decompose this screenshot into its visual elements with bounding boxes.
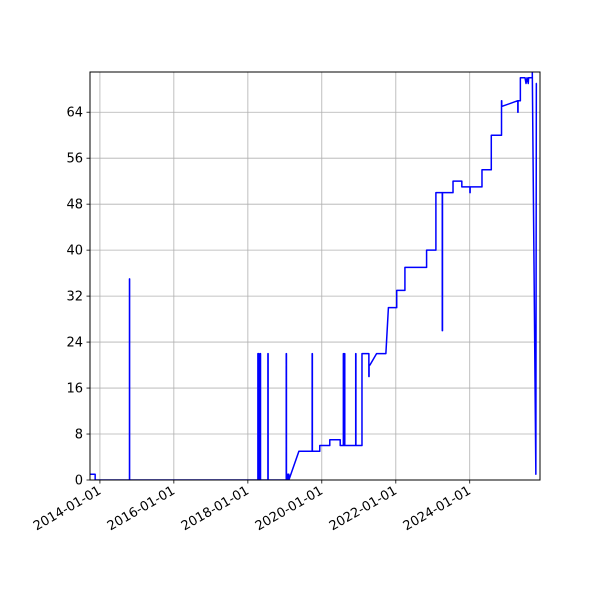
y-tick-label: 56 (66, 152, 83, 167)
series-layer (90, 72, 538, 480)
y-tick-label: 48 (66, 198, 83, 213)
plot-frame (89, 71, 541, 481)
y-tick-label: 16 (66, 382, 83, 397)
grid (90, 72, 540, 481)
series-line-0 (90, 72, 538, 480)
y-tick-label: 8 (75, 428, 83, 443)
y-tick-label: 32 (66, 290, 83, 305)
y-tick-label: 64 (66, 106, 83, 121)
y-tick-label: 24 (66, 336, 83, 351)
y-tick-label: 0 (75, 474, 83, 489)
y-tick-label: 40 (66, 244, 83, 259)
y-axis: 0 8 16 24 32 40 48 56 64 (66, 106, 90, 489)
